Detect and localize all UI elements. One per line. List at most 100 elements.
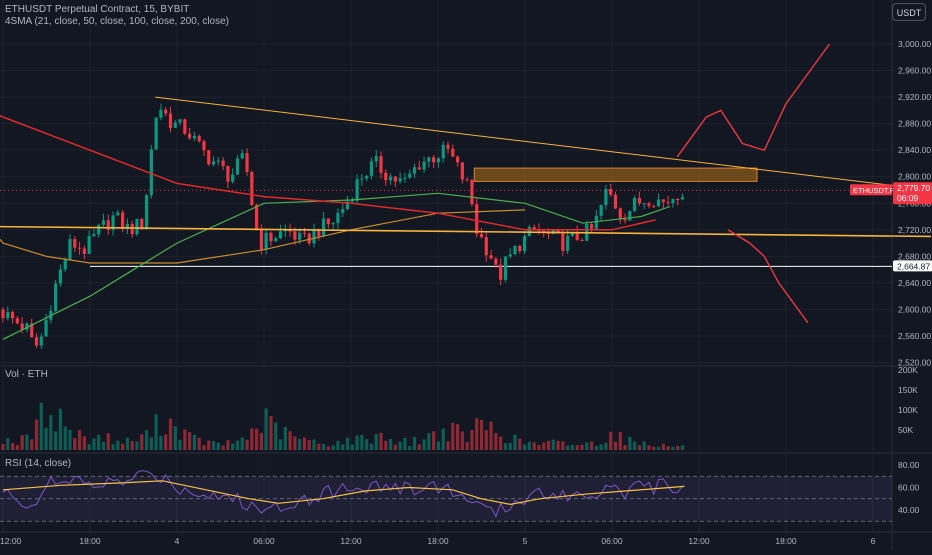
level-badge[interactable]: [893, 260, 932, 272]
volume-bar: [164, 434, 168, 450]
candle-body: [589, 223, 594, 229]
volume-bar: [34, 419, 39, 450]
volume-bar: [384, 440, 388, 450]
candle-body: [441, 144, 445, 159]
price-tick-label: 2,880.00: [898, 119, 931, 129]
candle-body: [518, 245, 522, 252]
candle-body: [293, 231, 297, 240]
volume-bar: [149, 437, 153, 450]
candle-body: [317, 229, 321, 237]
candle-body: [422, 161, 426, 170]
price-tick-label: 2,720.00: [898, 225, 931, 235]
volume-bar: [623, 445, 627, 450]
volume-bar: [345, 437, 350, 450]
candle-body: [255, 204, 259, 229]
volume-bar: [379, 432, 383, 450]
candle-body: [87, 235, 91, 254]
volume-bar: [135, 441, 139, 450]
rsi-ma-line[interactable]: [2, 480, 685, 506]
volume-bar: [661, 443, 665, 450]
volume-bar: [1, 444, 5, 450]
candle-body: [494, 258, 498, 265]
volume-legend[interactable]: Vol · ETH: [5, 369, 48, 380]
time-tick-label: 5: [523, 536, 528, 546]
volume-bar: [446, 441, 450, 450]
candle-body: [355, 179, 359, 201]
price-tick-label: 2,800.00: [898, 172, 931, 182]
sma-indicator-legend[interactable]: 4SMA (21, close, 50, close, 100, close, …: [5, 16, 230, 27]
volume-bar: [436, 441, 441, 450]
current-price-badge[interactable]: [893, 182, 932, 205]
volume-bar: [188, 432, 192, 450]
candle-body: [613, 194, 618, 209]
price-tick-label: 2,640.00: [898, 278, 931, 288]
volume-bar: [87, 444, 91, 450]
horizontal-trendline[interactable]: [0, 225, 932, 238]
volume-bar: [183, 429, 187, 450]
currency-button[interactable]: USDT: [892, 3, 926, 21]
volume-bar: [336, 440, 340, 450]
descending-trendline[interactable]: [155, 96, 932, 191]
candle-body: [221, 160, 225, 167]
volume-bar: [656, 446, 661, 450]
candle-body: [570, 232, 575, 236]
symbol-tag-bg: [850, 184, 892, 196]
candle-body: [652, 205, 656, 207]
price-tick-label: 2,600.00: [898, 304, 931, 314]
volume-bar: [561, 441, 565, 450]
volume-bar: [374, 433, 378, 450]
rsi-legend[interactable]: RSI (14, close): [5, 458, 72, 469]
rsi-line[interactable]: [2, 470, 683, 518]
candle-body: [369, 161, 374, 176]
level-label: 2,664.87: [897, 261, 930, 271]
candle-body: [159, 109, 163, 118]
volume-bar: [618, 432, 622, 450]
volume-bar: [6, 438, 10, 450]
volume-bar: [140, 434, 144, 450]
volume-bar: [68, 430, 72, 450]
candle-body: [398, 178, 402, 182]
sma-mid-line[interactable]: [2, 192, 671, 340]
volume-bar: [575, 445, 579, 450]
sma-fast-line[interactable]: [0, 190, 526, 264]
volume-tick-label: 50K: [898, 425, 913, 435]
price-tick-label: 2,960.00: [898, 66, 931, 76]
volume-bar: [398, 441, 402, 450]
volume-bar: [10, 442, 15, 450]
rsi-pane[interactable]: [0, 470, 892, 522]
time-axis[interactable]: 12:00 18:00 4 06:00 12:00 18:00 5 06:00 12:00 18:…: [0, 536, 932, 546]
volume-bar: [455, 424, 460, 450]
volume-bar: [226, 440, 230, 450]
projection-up-path[interactable]: [676, 43, 831, 158]
volume-pane[interactable]: [1, 402, 685, 450]
volume-bar: [403, 437, 407, 450]
symbol-title[interactable]: ETHUSDT Perpetual Contract, 15, BYBIT: [5, 4, 190, 15]
projection-down-path[interactable]: [727, 229, 809, 324]
volume-bars: [1, 402, 685, 450]
price-tick-label: 2,840.00: [898, 145, 931, 155]
candle-body: [82, 248, 86, 254]
volume-bar: [556, 440, 560, 450]
candle-body: [135, 218, 139, 235]
volume-bar: [652, 446, 656, 450]
price-pane[interactable]: [0, 43, 932, 349]
volume-bar: [111, 444, 115, 450]
volume-bar: [499, 436, 503, 450]
volume-bar: [671, 446, 675, 450]
candle-body: [618, 208, 622, 220]
candle-body: [92, 234, 96, 236]
sma-slow-line[interactable]: [0, 97, 656, 231]
rsi-tick-label: 60.00: [898, 483, 920, 493]
candle-body: [642, 203, 646, 205]
volume-bar: [326, 446, 330, 450]
volume-bar: [312, 439, 316, 450]
resistance-zone[interactable]: [473, 167, 758, 182]
candle-body: [235, 158, 240, 175]
volume-bar: [427, 432, 431, 450]
candle-body: [671, 199, 675, 204]
candle-body: [30, 323, 34, 338]
candle-body: [77, 247, 82, 249]
volume-tick-label: 100K: [898, 405, 918, 415]
